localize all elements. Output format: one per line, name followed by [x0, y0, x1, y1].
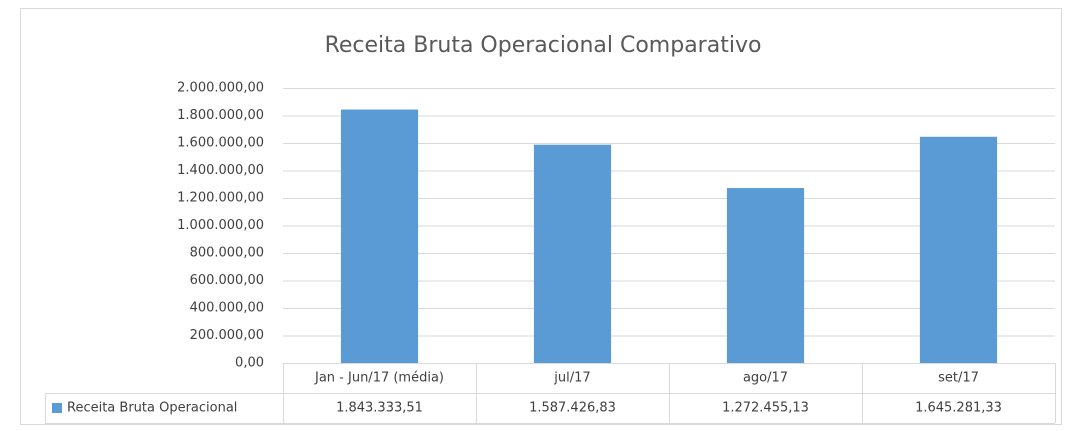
y-tick-label: 1.200.000,00	[177, 191, 264, 206]
y-tick-label: 2.000.000,00	[177, 81, 264, 96]
data-table-value: 1.272.455,13	[722, 401, 809, 416]
y-tick-label: 200.000,00	[190, 328, 264, 343]
x-tick-label: ago/17	[743, 371, 788, 386]
bar	[919, 136, 998, 363]
x-tick-label: Jan - Jun/17 (média)	[314, 371, 444, 386]
y-tick-label: 1.800.000,00	[177, 108, 264, 123]
y-tick-label: 600.000,00	[190, 273, 264, 288]
data-table-value: 1.843.333,51	[336, 401, 423, 416]
bar	[533, 144, 612, 363]
x-tick-label: jul/17	[553, 371, 590, 386]
legend-label: Receita Bruta Operacional	[67, 401, 237, 416]
chart-title: Receita Bruta Operacional Comparativo	[325, 33, 762, 58]
y-tick-label: 0,00	[235, 356, 264, 371]
legend-swatch	[52, 403, 62, 413]
y-tick-label: 400.000,00	[190, 301, 264, 316]
bar	[726, 188, 805, 363]
data-table-value: 1.645.281,33	[915, 401, 1002, 416]
y-tick-label: 800.000,00	[190, 246, 264, 261]
y-tick-label: 1.400.000,00	[177, 163, 264, 178]
data-table-value: 1.587.426,83	[529, 401, 616, 416]
y-tick-label: 1.600.000,00	[177, 136, 264, 151]
bar	[340, 109, 419, 363]
y-tick-label: 1.000.000,00	[177, 218, 264, 233]
x-tick-label: set/17	[938, 371, 979, 386]
